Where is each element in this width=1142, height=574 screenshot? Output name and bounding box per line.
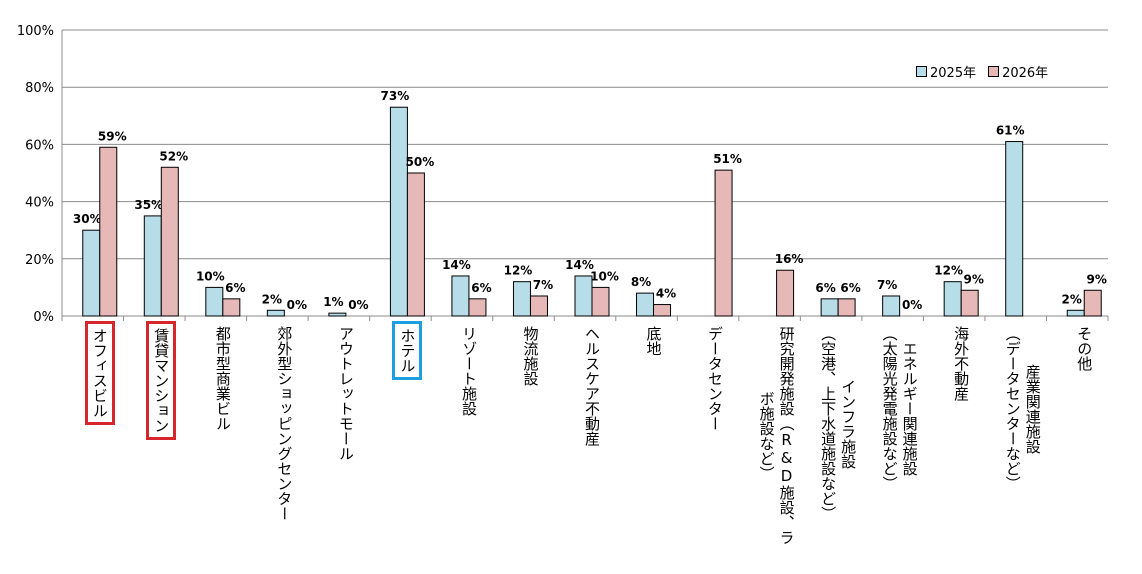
legend-swatch-2025 [916, 66, 927, 77]
data-label: 0% [902, 298, 922, 312]
data-label: 14% [442, 258, 471, 272]
category-label: 都市型商業ビル [213, 326, 232, 431]
data-label: 59% [98, 129, 127, 143]
bar-2025年 [882, 295, 901, 317]
category-label: 底地 [644, 326, 663, 356]
bar-2025年 [82, 229, 101, 317]
bar-2026年 [222, 298, 241, 317]
category-label: アウトレットモール [336, 326, 355, 461]
category-label: エネルギー関連施設 （太陽光発電施設など） [880, 326, 919, 491]
y-tick-label: 100% [17, 24, 54, 39]
y-tick-label: 80% [25, 81, 54, 96]
bar-2026年 [160, 166, 179, 317]
category-label: インフラ施設 （空港、上下水道施設など） [819, 326, 858, 521]
category-label: 賃貸マンション [146, 321, 177, 440]
bar-2025年 [1066, 309, 1085, 317]
bar-2026年 [406, 172, 425, 317]
legend-swatch-2026 [988, 66, 1000, 77]
bar-2025年 [451, 275, 470, 317]
data-label: 0% [348, 298, 368, 312]
bar-2025年 [389, 106, 408, 317]
data-label: 61% [996, 124, 1025, 138]
data-label: 51% [713, 152, 742, 166]
legend-item-2026: 2026年 [988, 62, 1048, 81]
bar-2025年 [636, 292, 655, 317]
bar-2026年 [529, 295, 548, 317]
legend-label-2026: 2026年 [1002, 66, 1049, 81]
data-label: 14% [565, 258, 594, 272]
bar-2025年 [328, 312, 347, 317]
y-tick-label: 20% [25, 253, 54, 268]
data-label: 12% [504, 264, 533, 278]
bar-2026年 [776, 269, 795, 317]
data-label: 9% [963, 272, 983, 286]
data-label: 12% [934, 264, 963, 278]
data-label: 10% [590, 269, 619, 283]
data-label: 1% [323, 295, 343, 309]
category-label: リゾート施設 [459, 326, 478, 416]
category-label: 研究開発施設（R&D施設、ラ ボ施設など） [757, 326, 796, 545]
data-label: 7% [877, 278, 897, 292]
data-label: 30% [73, 212, 102, 226]
category-label: オフィスビル [84, 321, 115, 425]
data-label: 73% [381, 89, 410, 103]
category-label: 物流施設 [521, 326, 540, 386]
bar-2025年 [1005, 141, 1024, 317]
data-label: 2% [262, 292, 282, 306]
data-label: 6% [225, 281, 245, 295]
data-label: 7% [533, 278, 553, 292]
bar-2025年 [512, 281, 531, 317]
bar-2026年 [960, 289, 979, 317]
bar-2026年 [653, 304, 672, 317]
bar-2026年 [714, 169, 733, 317]
legend: 2025年 2026年 [916, 62, 1048, 81]
category-label: ホテル [392, 321, 423, 380]
category-label: その他 [1075, 326, 1094, 371]
data-label: 4% [656, 287, 676, 301]
data-label: 52% [159, 149, 188, 163]
category-label: 産業関連施設 （データセンターなど） [1003, 326, 1042, 491]
bar-2025年 [266, 309, 285, 317]
data-label: 6% [815, 281, 835, 295]
legend-label-2025: 2025年 [930, 66, 977, 81]
category-label: 郊外型ショッピングセンター [275, 326, 294, 521]
y-tick-label: 60% [25, 138, 54, 153]
legend-item-2025: 2025年 [916, 62, 976, 81]
bar-2026年 [1083, 289, 1102, 317]
bar-2026年 [837, 298, 856, 317]
category-label: ヘルスケア不動産 [583, 326, 601, 446]
y-tick-label: 40% [25, 196, 54, 211]
bar-2026年 [591, 286, 610, 317]
data-label: 6% [471, 281, 491, 295]
bar-2025年 [205, 286, 224, 317]
data-label: 6% [840, 281, 860, 295]
bar-2025年 [820, 298, 839, 317]
data-label: 50% [406, 155, 435, 169]
data-label: 0% [287, 298, 307, 312]
bar-2025年 [143, 215, 162, 317]
category-label: 海外不動産 [952, 326, 971, 401]
category-label: データセンター [706, 326, 725, 431]
data-label: 10% [196, 269, 225, 283]
data-label: 16% [775, 252, 804, 266]
y-tick-label: 0% [33, 310, 54, 325]
bar-2025年 [943, 281, 962, 317]
data-label: 8% [631, 275, 651, 289]
bar-2026年 [468, 298, 487, 317]
data-label: 35% [134, 198, 163, 212]
data-label: 2% [1062, 292, 1082, 306]
bar-2026年 [99, 146, 118, 317]
data-label: 9% [1087, 272, 1107, 286]
